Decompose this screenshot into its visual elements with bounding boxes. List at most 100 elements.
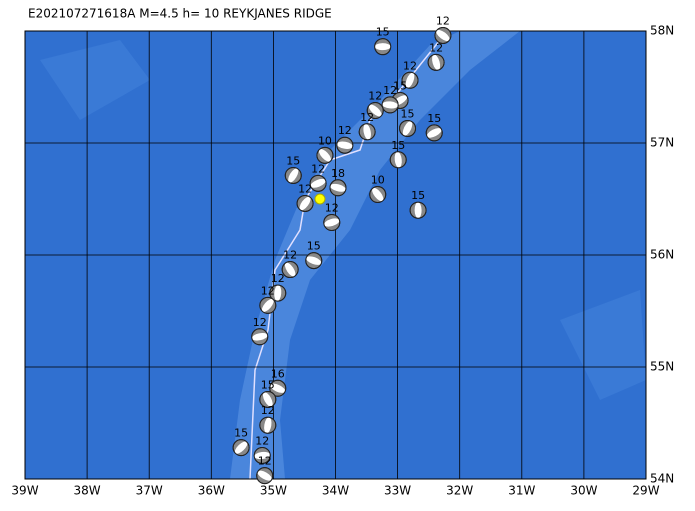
focal-mechanism	[281, 261, 299, 279]
focal-mechanism	[269, 284, 287, 302]
beachball-part	[318, 149, 331, 162]
focal-mechanism	[374, 38, 392, 56]
beachball-part	[432, 54, 441, 71]
x-tick-label: 35W	[260, 484, 287, 498]
beachball-part	[323, 214, 341, 232]
beachball-part	[402, 121, 413, 136]
focal-mechanism	[366, 102, 384, 120]
depth-label: 12	[261, 284, 275, 297]
depth-label: 15	[286, 154, 300, 167]
focal-mechanism	[284, 166, 302, 184]
depth-label: 12	[368, 90, 382, 103]
x-tick-label: 32W	[446, 484, 473, 498]
beachball-part	[381, 96, 399, 114]
focal-mechanism	[381, 96, 399, 114]
depth-label: 15	[401, 107, 415, 120]
depth-label: 12	[271, 272, 285, 285]
depth-label: 12	[261, 404, 275, 417]
depth-label: 12	[436, 14, 450, 27]
x-tick-label: 37W	[136, 484, 163, 498]
y-tick-label: 56N	[650, 248, 674, 262]
focal-mechanism	[409, 201, 427, 219]
focal-mechanism	[369, 186, 387, 204]
x-tick-label: 38W	[74, 484, 101, 498]
depth-label: 15	[427, 112, 441, 125]
focal-mechanism	[389, 151, 407, 169]
beachball-part	[394, 151, 402, 168]
y-tick-label: 57N	[650, 136, 674, 150]
beachball-part	[296, 194, 314, 212]
beachball-part	[409, 201, 427, 219]
beachball-part	[389, 151, 407, 169]
beachball-part	[436, 29, 450, 42]
beachball-part	[414, 202, 422, 219]
depth-label: 12	[311, 162, 325, 175]
depth-label: 15	[307, 240, 321, 253]
beachball-part	[399, 119, 417, 137]
focal-mechanism	[256, 467, 274, 485]
depth-label: 12	[283, 249, 297, 262]
depth-label: 12	[298, 182, 312, 195]
beachball-part	[234, 441, 248, 454]
focal-mechanism	[427, 53, 445, 71]
x-tick-label: 31W	[508, 484, 535, 498]
depth-label: 12	[403, 59, 417, 72]
beachball-part	[426, 128, 442, 138]
beachball-part	[305, 252, 323, 270]
y-tick-label: 55N	[650, 360, 674, 374]
beachball-part	[251, 332, 268, 341]
focal-mechanism	[305, 252, 323, 270]
focal-mechanism	[434, 26, 452, 44]
beachball-part	[232, 439, 250, 457]
depth-label: 16	[271, 367, 285, 380]
beachball-part	[336, 136, 354, 154]
depth-label: 15	[411, 189, 425, 202]
beachball-part	[330, 183, 346, 192]
y-tick-label: 58N	[650, 24, 674, 38]
shelf	[40, 40, 646, 400]
beachball-part	[309, 174, 327, 192]
x-tick-label: 39W	[11, 484, 38, 498]
focal-mechanism	[259, 296, 277, 314]
depth-label: 15	[234, 427, 248, 440]
beachball-part	[254, 451, 271, 460]
beachball-part	[261, 298, 274, 312]
beachball-part	[374, 38, 392, 56]
focal-mechanism	[316, 146, 334, 164]
beachball-part	[288, 168, 299, 183]
beachball-part	[382, 101, 399, 109]
epicenter	[314, 193, 326, 205]
beachball-part	[284, 166, 302, 184]
beachball-part	[251, 328, 269, 346]
beachball-part	[274, 285, 282, 302]
beachball-part	[256, 467, 274, 485]
depth-label: 12	[360, 111, 374, 124]
depth-label: 15	[393, 79, 407, 92]
focal-mechanism	[309, 174, 327, 192]
depth-label: 12	[253, 316, 267, 329]
focal-mechanism	[323, 214, 341, 232]
beachball-part	[369, 186, 387, 204]
beachball-part	[425, 124, 443, 142]
focal-mechanism	[251, 328, 269, 346]
beachball-part	[372, 187, 384, 202]
beachball-part	[306, 256, 322, 265]
beachball-part	[427, 53, 445, 71]
beachball-part	[324, 218, 340, 227]
beachball-part	[284, 262, 296, 277]
depth-label: 15	[391, 139, 405, 152]
x-tick-label: 36W	[198, 484, 225, 498]
focal-mechanism	[399, 119, 417, 137]
beachball-part	[366, 102, 384, 120]
x-tick-label: 34W	[322, 484, 349, 498]
map-title: E202107271618A M=4.5 h= 10 REYKJANES RID…	[28, 7, 332, 21]
beachball-part	[257, 470, 272, 481]
depth-label: 10	[318, 134, 332, 147]
beachball-part	[262, 392, 273, 407]
focal-mechanism	[296, 194, 314, 212]
focal-mechanism	[232, 439, 250, 457]
depth-label: 12	[255, 434, 269, 447]
beachball-part	[329, 179, 347, 197]
depth-label: 12	[429, 41, 443, 54]
focal-mechanism	[259, 416, 277, 434]
